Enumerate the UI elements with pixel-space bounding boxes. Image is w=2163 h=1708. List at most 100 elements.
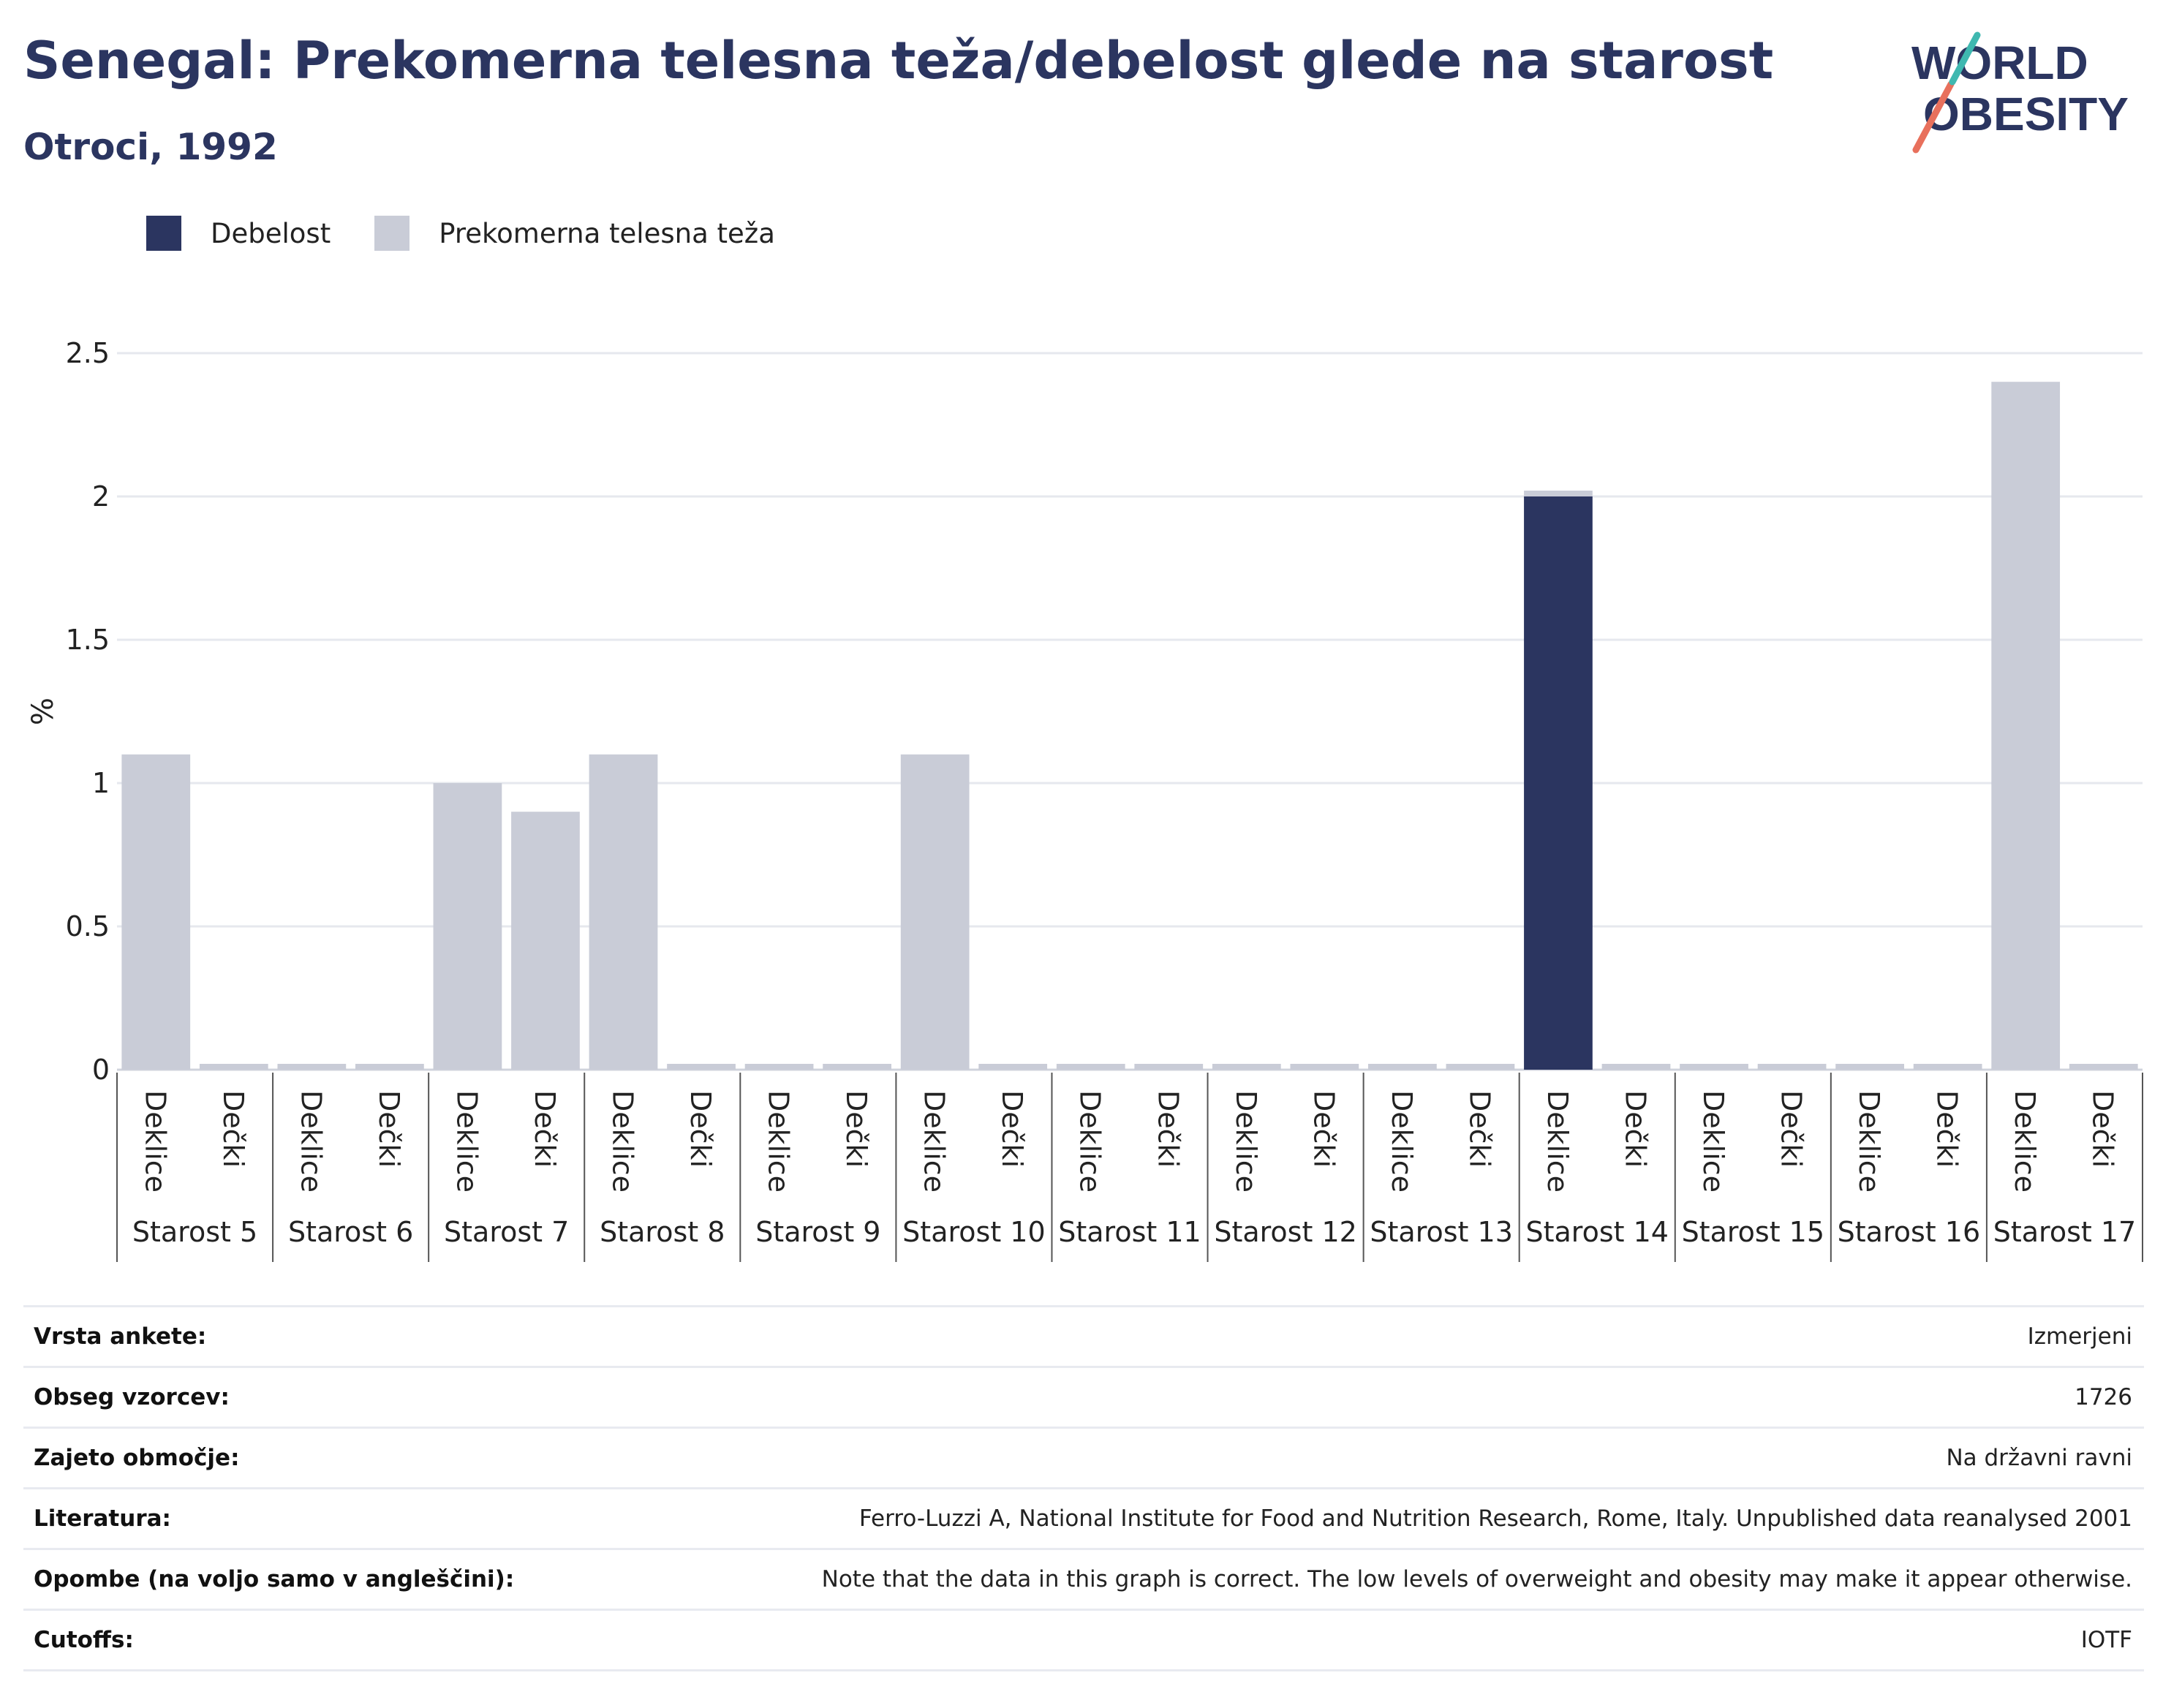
bar-empty — [2069, 1064, 2138, 1070]
bar-empty — [1913, 1064, 1982, 1070]
legend-item-debelost[interactable]: Debelost — [146, 216, 331, 251]
x-group-label: Starost 12 — [1214, 1216, 1356, 1248]
info-row-coverage: Zajeto območje: Na državni ravni — [23, 1427, 2144, 1487]
info-row-reference: Literatura: Ferro-Luzzi A, National Inst… — [23, 1487, 2144, 1548]
x-tick-label-sex: Dečki — [1620, 1090, 1652, 1168]
bar-overweight — [511, 812, 580, 1070]
info-value: Izmerjeni — [2027, 1323, 2132, 1350]
y-tick-label: 1 — [92, 767, 110, 799]
bar-empty — [978, 1064, 1048, 1070]
x-tick-label-sex: Dečki — [529, 1090, 561, 1168]
x-group-label: Starost 13 — [1370, 1216, 1512, 1248]
info-row-sample-size: Obseg vzorcev: 1726 — [23, 1366, 2144, 1427]
bar-overweight — [1524, 491, 1593, 496]
bar-empty — [1134, 1064, 1204, 1070]
x-group-label: Starost 5 — [132, 1216, 257, 1248]
bar-empty — [1601, 1064, 1671, 1070]
info-row-cutoffs: Cutoffs: IOTF — [23, 1609, 2144, 1671]
info-label: Vrsta ankete: — [34, 1323, 207, 1350]
x-group-label: Starost 7 — [444, 1216, 569, 1248]
x-group-label: Starost 15 — [1682, 1216, 1824, 1248]
x-tick-label-sex: Deklice — [1853, 1090, 1885, 1193]
info-label: Cutoffs: — [34, 1627, 134, 1653]
x-tick-label-sex: Deklice — [2009, 1090, 2041, 1193]
bar-overweight — [900, 754, 970, 1070]
x-tick-label-sex: Deklice — [1230, 1090, 1262, 1193]
x-tick-label-sex: Deklice — [1541, 1090, 1574, 1193]
x-tick-label-sex: Deklice — [450, 1090, 483, 1193]
x-tick-label-sex: Dečki — [996, 1090, 1028, 1168]
x-group-label: Starost 16 — [1838, 1216, 1980, 1248]
legend-label-prekomerna: Prekomerna telesna teža — [439, 217, 775, 249]
legend-swatch-debelost — [146, 216, 181, 251]
info-label: Literatura: — [34, 1505, 171, 1532]
logo-slash-red — [1912, 80, 1955, 154]
x-tick-label-sex: Deklice — [1697, 1090, 1729, 1193]
logo-line1: WORLD — [1911, 37, 2088, 89]
survey-info-table: Vrsta ankete: Izmerjeni Obseg vzorcev: 1… — [23, 1305, 2144, 1671]
y-tick-label: 2.5 — [66, 337, 110, 369]
info-value: Note that the data in this graph is corr… — [821, 1566, 2132, 1592]
y-tick-label: 0 — [92, 1054, 110, 1086]
bar-empty — [1212, 1064, 1281, 1070]
legend-label-debelost: Debelost — [211, 217, 331, 249]
x-tick-label-sex: Dečki — [1931, 1090, 1963, 1168]
info-label: Obseg vzorcev: — [34, 1384, 230, 1410]
bar-empty — [1757, 1064, 1827, 1070]
y-tick-label: 2 — [92, 480, 110, 513]
bar-overweight — [121, 754, 191, 1070]
x-group-label: Starost 10 — [902, 1216, 1045, 1248]
x-group-label: Starost 8 — [600, 1216, 725, 1248]
bar-empty — [1835, 1064, 1904, 1070]
x-tick-label-sex: Dečki — [1152, 1090, 1184, 1168]
x-tick-label-sex: Dečki — [840, 1090, 872, 1168]
info-label: Opombe (na voljo samo v angleščini): — [34, 1566, 515, 1592]
x-tick-label-sex: Deklice — [295, 1090, 327, 1193]
x-tick-label-sex: Dečki — [1463, 1090, 1495, 1168]
info-value: 1726 — [2075, 1384, 2132, 1410]
x-group-label: Starost 11 — [1058, 1216, 1201, 1248]
info-label: Zajeto območje: — [34, 1445, 240, 1471]
bar-empty — [277, 1064, 347, 1070]
x-tick-label-sex: Dečki — [2087, 1090, 2119, 1168]
x-tick-label-sex: Dečki — [684, 1090, 717, 1168]
x-group-label: Starost 17 — [1993, 1216, 2136, 1248]
bar-chart: 0 0.5 1 1.5 2 2.5% Deklice Dečki Deklice Dečki Dek… — [26, 337, 2143, 1262]
x-tick-label-sex: Dečki — [217, 1090, 249, 1168]
x-tick-label-sex: Dečki — [373, 1090, 405, 1168]
bar-empty — [1290, 1064, 1359, 1070]
x-tick-label-sex: Deklice — [607, 1090, 639, 1193]
bar-obesity — [1524, 496, 1593, 1070]
legend: Debelost Prekomerna telesna teža — [146, 216, 819, 251]
logo-slash-teal — [1949, 31, 1981, 86]
x-tick-label-sex: Deklice — [1074, 1090, 1106, 1193]
x-group-label: Starost 6 — [288, 1216, 413, 1248]
x-tick-label-sex: Deklice — [1386, 1090, 1418, 1193]
info-row-survey-type: Vrsta ankete: Izmerjeni — [23, 1305, 2144, 1366]
bar-empty — [199, 1064, 268, 1070]
info-value: Na državni ravni — [1946, 1445, 2132, 1471]
bar-overweight — [433, 783, 502, 1070]
bar-empty — [355, 1064, 424, 1070]
chart-subtitle: Otroci, 1992 — [23, 126, 278, 168]
x-group-label: Starost 9 — [755, 1216, 880, 1248]
x-tick-label-sex: Deklice — [918, 1090, 951, 1193]
chart-title: Senegal: Prekomerna telesna teža/debelos… — [23, 31, 1774, 91]
x-group-label: Starost 14 — [1525, 1216, 1668, 1248]
legend-item-prekomerna[interactable]: Prekomerna telesna teža — [374, 216, 775, 251]
bar-empty — [823, 1064, 891, 1070]
x-tick-label-sex: Deklice — [763, 1090, 795, 1193]
info-value: Ferro-Luzzi A, National Institute for Fo… — [858, 1505, 2132, 1532]
y-tick-label: 0.5 — [66, 910, 110, 942]
y-axis-title: % — [26, 698, 60, 725]
info-value: IOTF — [2080, 1627, 2132, 1653]
legend-swatch-prekomerna — [374, 216, 410, 251]
bar-overweight — [1991, 382, 2061, 1070]
x-tick-label-sex: Deklice — [139, 1090, 171, 1193]
logo-line2: OBESITY — [1923, 88, 2129, 140]
y-tick-label: 1.5 — [66, 624, 110, 656]
bar-empty — [1056, 1064, 1125, 1070]
bar-empty — [744, 1064, 814, 1070]
x-tick-label-sex: Dečki — [1775, 1090, 1808, 1168]
x-tick-label-sex: Dečki — [1307, 1090, 1340, 1168]
